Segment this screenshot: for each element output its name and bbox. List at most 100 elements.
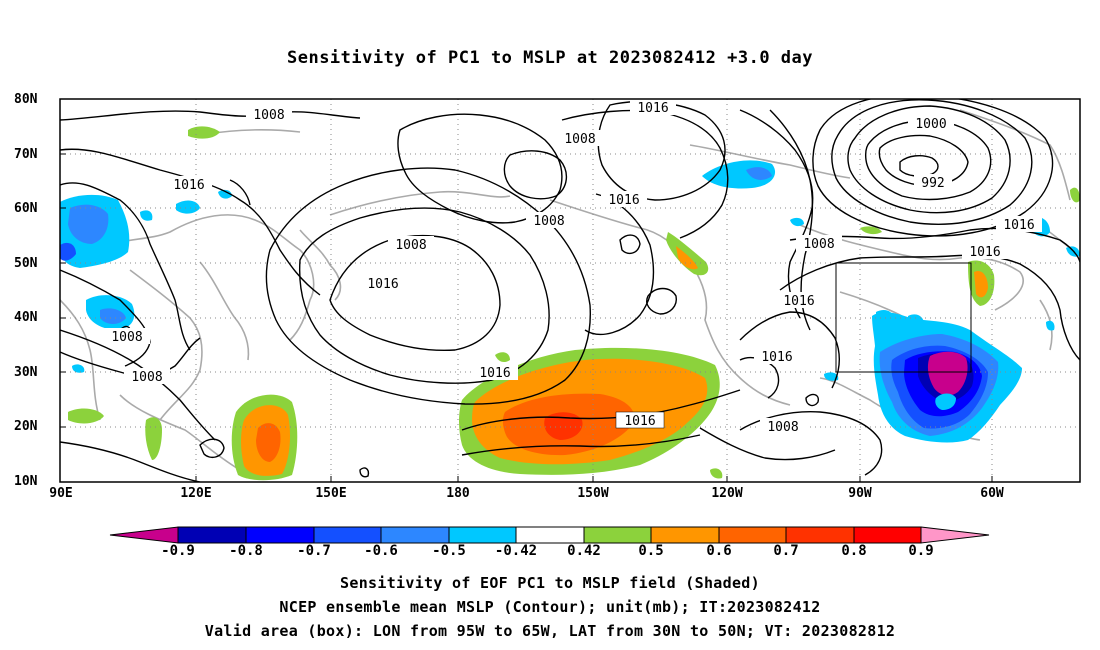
- contour-label-1008-c: 1008: [557, 130, 603, 147]
- contour-label-1008-d: 1008: [526, 212, 572, 229]
- svg-text:1016: 1016: [479, 366, 510, 381]
- contour-label-1016-b: 1016: [630, 99, 676, 116]
- lat-label-40n: 40N: [14, 310, 38, 325]
- shade-pos-1: [860, 226, 882, 235]
- shade-pos-cpac-peak: [544, 412, 583, 440]
- svg-text:1000: 1000: [915, 117, 946, 132]
- shade-neg-small6: [72, 364, 85, 373]
- colorbar-swatch-5: [448, 526, 517, 544]
- lat-label-30n: 30N: [14, 365, 38, 380]
- colorbar-swatch-low-extend: [109, 526, 179, 544]
- shade-neg-small7: [1046, 320, 1055, 331]
- svg-text:1016: 1016: [367, 277, 398, 292]
- svg-text:1016: 1016: [761, 350, 792, 365]
- shade-neg-siberia-mid: [68, 204, 109, 244]
- valid-area-box: [835, 262, 972, 373]
- map-title: Sensitivity of PC1 to MSLP at 2023082412…: [286, 48, 813, 68]
- contour-label-992: 992: [914, 174, 952, 191]
- contour-label-1016-g: 1016: [754, 348, 800, 365]
- lon-label-60w: 60W: [980, 486, 1004, 501]
- contour-label-1016-c: 1016: [601, 191, 647, 208]
- contour-label-1016-a: 1016: [166, 176, 212, 193]
- svg-text:1008: 1008: [803, 237, 834, 252]
- svg-text:1008: 1008: [253, 108, 284, 123]
- colorbar-swatch-4: [380, 526, 450, 544]
- svg-text:1016: 1016: [624, 414, 655, 429]
- shade-neg-ne-pacific-core: [746, 167, 772, 180]
- shade-neg-fl: [876, 310, 894, 324]
- svg-text:1016: 1016: [637, 101, 668, 116]
- shade-pos-2: [1070, 187, 1080, 203]
- caption-line-1: Sensitivity of EOF PC1 to MSLP field (Sh…: [340, 574, 760, 592]
- contour-label-1016-e: 1016: [962, 243, 1008, 260]
- colorbar-swatch-6: [515, 526, 585, 544]
- colorbar-label-6: -0.42: [494, 543, 538, 559]
- shade-pos-ne-core: [974, 270, 988, 298]
- colorbar-swatch-1: [177, 526, 247, 544]
- colorbar-swatch-7: [583, 526, 652, 544]
- shade-neg-tibet: [176, 200, 200, 214]
- svg-text:1008: 1008: [767, 420, 798, 435]
- contour-label-1008-f: 1008: [388, 236, 434, 253]
- contour-label-layer: 1008 1016 1008 1016 1008 1000 992 1016 1…: [104, 99, 1042, 435]
- svg-text:992: 992: [921, 176, 944, 191]
- lat-label-50n: 50N: [14, 256, 38, 271]
- caption-line-3: Valid area (box): LON from 95W to 65W, L…: [204, 622, 896, 640]
- shade-neg-small8: [824, 372, 839, 381]
- lat-label-60n: 60N: [14, 201, 38, 216]
- colorbar-label-4: -0.6: [364, 543, 398, 559]
- caption-line-2: NCEP ensemble mean MSLP (Contour); unit(…: [279, 598, 821, 616]
- shade-pos-ak-core: [676, 246, 698, 270]
- contour-label-1008-a: 1008: [246, 106, 292, 123]
- colorbar-swatch-10: [785, 526, 855, 544]
- lat-label-20n: 20N: [14, 419, 38, 434]
- shade-neg-china-core: [100, 308, 126, 324]
- contour-label-1008-g: 1008: [124, 368, 170, 385]
- colorbar-label-1: -0.9: [161, 543, 195, 559]
- colorbar-swatch-11: [853, 526, 922, 544]
- svg-text:1008: 1008: [564, 132, 595, 147]
- shade-neg-small1: [218, 189, 232, 199]
- contour-label-1016-j: 1016: [615, 411, 665, 429]
- shade-neg-small4: [790, 217, 804, 227]
- colorbar-label-8: 0.5: [638, 543, 664, 559]
- lon-label-90e: 90E: [49, 486, 73, 501]
- lat-label-80n: 80N: [14, 92, 38, 107]
- lon-label-150w: 150W: [577, 486, 609, 501]
- contour-label-1016-d: 1016: [996, 216, 1042, 233]
- colorbar-swatch-high-extend: [920, 526, 990, 544]
- colorbar-label-5: -0.5: [432, 543, 466, 559]
- shade-pos-wpac-inner: [256, 423, 281, 462]
- shade-pos-ak: [666, 232, 709, 276]
- contour-label-1016-h: 1016: [360, 275, 406, 292]
- lat-label-10n: 10N: [14, 474, 38, 489]
- svg-text:1008: 1008: [533, 214, 564, 229]
- shade-neg-small2: [140, 210, 153, 221]
- colorbar-label-9: 0.6: [706, 543, 732, 559]
- shade-neg-atlantic-eye: [935, 393, 956, 410]
- axis-ticks: [60, 153, 993, 482]
- colorbar-swatch-2: [245, 526, 315, 544]
- svg-text:1008: 1008: [111, 330, 142, 345]
- colorbar-label-7: 0.42: [567, 543, 601, 559]
- shade-neg-siberia-inner: [60, 242, 76, 261]
- colorbar-swatch-3: [313, 526, 382, 544]
- shade-pos-scs: [68, 408, 104, 424]
- svg-text:1008: 1008: [131, 370, 162, 385]
- colorbar-label-3: -0.7: [297, 543, 331, 559]
- svg-text:1016: 1016: [783, 294, 814, 309]
- contour-label-1016-i: 1016: [472, 364, 518, 381]
- shade-pos-smallhaw: [495, 352, 510, 363]
- mslp-contours: [60, 99, 1080, 482]
- colorbar-label-10: 0.7: [773, 543, 799, 559]
- lon-label-120w: 120W: [711, 486, 743, 501]
- colorbar-label-2: -0.8: [229, 543, 263, 559]
- colorbar: [109, 526, 990, 544]
- lon-label-120e: 120E: [180, 486, 212, 501]
- contour-label-1008-e: 1008: [796, 235, 842, 252]
- lat-label-70n: 70N: [14, 147, 38, 162]
- svg-text:1016: 1016: [173, 178, 204, 193]
- shade-pos-3: [710, 468, 723, 479]
- svg-text:1016: 1016: [969, 245, 1000, 260]
